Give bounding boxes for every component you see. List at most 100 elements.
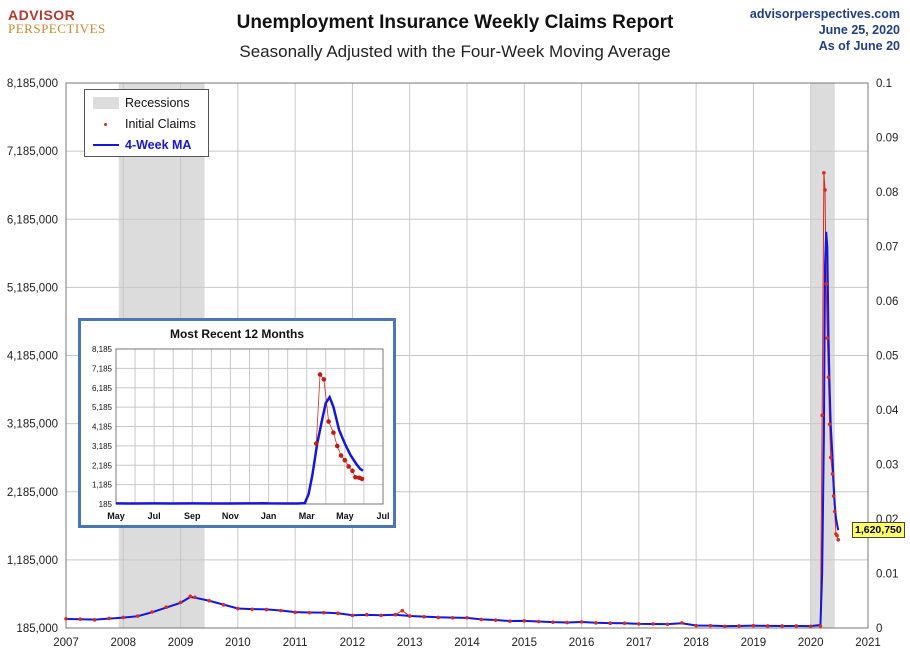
inset-initial-claims-point: [313, 441, 319, 446]
inset-initial-claims-point: [338, 453, 344, 458]
y-tick-label-right: 0.06: [876, 296, 898, 308]
y-tick-label-left: 2,185,000: [7, 487, 58, 499]
initial-claims-point: [407, 614, 412, 618]
y-tick-label-right: 0: [876, 623, 882, 635]
four-week-ma-line: [65, 231, 840, 628]
x-tick-label: 2011: [283, 637, 308, 649]
advisor-perspectives-logo[interactable]: ADVISOR PERSPECTIVES: [8, 8, 106, 35]
y-tick-label-left: 1,185,000: [7, 555, 58, 567]
initial-claims-point: [820, 413, 824, 418]
y-tick-label-left: 6,185,000: [7, 214, 58, 226]
initial-claims-point: [207, 598, 212, 603]
inset-y-tick-label: 4,185: [92, 423, 113, 432]
inset-x-tick-label: Sep: [184, 511, 201, 521]
inset-x-tick-label: Jan: [261, 511, 277, 521]
logo-text-top: ADVISOR: [8, 7, 76, 23]
initial-claims-point: [178, 600, 183, 605]
inset-initial-claims-point: [321, 377, 327, 382]
inset-x-tick-label: Mar: [299, 511, 316, 521]
initial-claims-point: [565, 620, 570, 625]
initial-claims-point: [236, 606, 240, 611]
initial-claims-point: [400, 608, 405, 613]
x-tick-label: 2010: [225, 637, 251, 649]
initial-claims-point: [364, 612, 369, 617]
initial-claims-point: [465, 615, 469, 620]
initial-claims-point: [393, 612, 398, 617]
y-tick-label-right: 0.09: [876, 133, 898, 145]
chart-title: Unemployment Insurance Weekly Claims Rep…: [236, 12, 674, 33]
initial-claims-point: [193, 595, 197, 600]
y-tick-label-right: 0.07: [876, 242, 898, 254]
initial-claims-point: [825, 336, 830, 340]
initial-claims-point: [135, 614, 140, 618]
inset-initial-claims-point: [326, 419, 331, 424]
y-tick-label-left: 3,185,000: [7, 419, 58, 431]
y-tick-label-right: 0.01: [876, 569, 898, 581]
y-tick-label-right: 0.1: [876, 78, 892, 90]
inset-recent-12-months: 185 1,185 2,185 3,185 4,185 5,185 6,185 7,185 8,…: [78, 318, 396, 528]
initial-claims-point: [121, 615, 126, 620]
inset-y-tick-label: 1,185: [92, 481, 113, 490]
plot-frame: [65, 82, 869, 629]
y-tick-label-left: 8,185,000: [7, 78, 58, 90]
initial-claims-point: [818, 624, 823, 628]
x-tick-label: 2012: [340, 637, 366, 649]
initial-claims-point: [436, 615, 441, 620]
initial-claims-point: [832, 509, 837, 514]
initial-claims-point: [336, 611, 340, 616]
inset-initial-claims-point: [346, 464, 351, 469]
initial-claims-point: [221, 603, 226, 607]
inset-y-tick-label: 5,185: [92, 403, 113, 412]
claims-dot-swatch: [93, 118, 119, 130]
initial-claims-point: [422, 614, 426, 619]
initial-claims-point: [450, 615, 455, 620]
y-tick-label-left: 5,185,000: [7, 282, 58, 294]
initial-claims-point: [680, 621, 684, 625]
initial-claims-point: [622, 621, 627, 626]
inset-y-tick-label: 185: [99, 500, 113, 509]
inset-title: Most Recent 12 Months: [169, 327, 304, 341]
initial-claims-point: [536, 619, 541, 624]
inset-initial-claims-point: [334, 443, 340, 449]
x-tick-label: 2014: [454, 637, 480, 649]
inset-initial-claims-point: [353, 474, 358, 480]
x-tick-label: 2013: [397, 637, 423, 649]
legend-label-4wk-ma: 4-Week MA: [125, 138, 192, 152]
legend-item-recessions: Recessions: [93, 94, 190, 112]
initial-claims-point: [321, 610, 326, 615]
ma-line-swatch: [93, 139, 119, 151]
initial-claims-point: [751, 623, 756, 628]
initial-claims-point: [794, 624, 799, 628]
initial-claims-point: [479, 617, 484, 622]
initial-claims-point: [608, 621, 613, 626]
x-tick-label: 2008: [110, 637, 136, 649]
y-tick-label-left: 185,000: [16, 623, 58, 635]
initial-claims-point: [830, 472, 835, 476]
inset-initial-claims-point: [331, 430, 336, 435]
initial-claims-point: [379, 613, 383, 618]
inset-initial-claims-point: [342, 457, 348, 463]
initial-claims-point: [508, 619, 512, 623]
initial-claims-point: [824, 282, 828, 286]
legend-label-recessions: Recessions: [125, 96, 190, 110]
initial-claims-point: [279, 608, 283, 613]
inset-x-tick-label: Nov: [222, 511, 239, 521]
initial-claims-point: [293, 610, 297, 615]
initial-claims-point: [150, 610, 154, 614]
x-tick-label: 2009: [168, 637, 194, 649]
initial-claims-point: [822, 170, 826, 175]
y-tick-label-right: 0.08: [876, 187, 898, 199]
initial-claims-point: [836, 537, 841, 542]
initial-claims-point: [493, 618, 498, 622]
x-tick-label: 2015: [511, 637, 537, 649]
initial-claims-point: [708, 623, 713, 628]
x-tick-label: 2018: [683, 637, 709, 649]
initial-claims-point: [828, 455, 833, 460]
source-url[interactable]: advisorperspectives.com: [749, 7, 900, 21]
initial-claims-point: [827, 422, 832, 427]
inset-y-tick-label: 2,185: [92, 461, 113, 470]
initial-claims-point: [264, 607, 269, 612]
initial-claims-point: [92, 618, 97, 622]
initial-claims-point: [835, 533, 839, 538]
y-tick-label-right: 0.03: [876, 460, 898, 472]
